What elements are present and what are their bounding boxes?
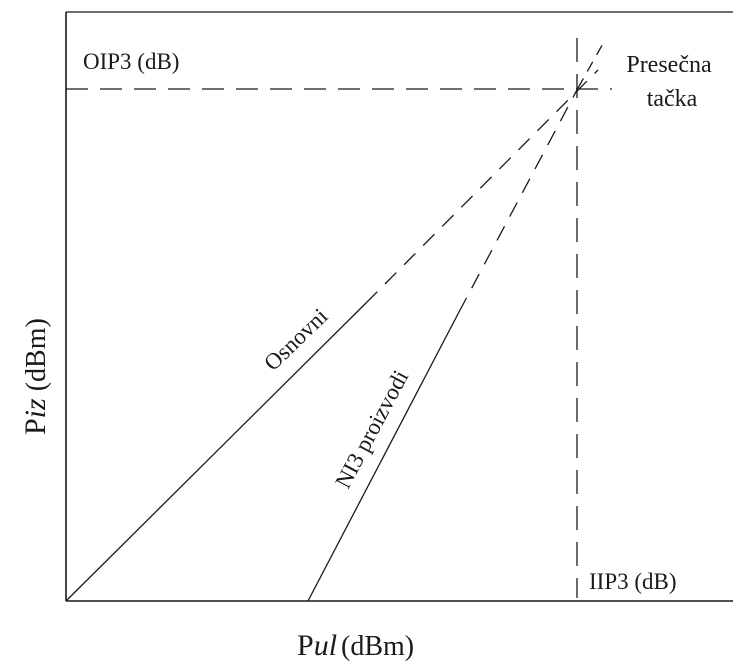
oip3-label: OIP3 (dB) xyxy=(83,49,179,74)
intercept-label-line1: Presečna xyxy=(626,52,712,78)
x-axis-label: Pul (dBm) xyxy=(297,629,414,662)
intercept-label-line2: tačka xyxy=(647,86,698,112)
y-axis-label: Piz (dBm) xyxy=(19,318,52,435)
fundamental-label: Osnovni xyxy=(259,303,332,375)
fundamental-extrapolation xyxy=(365,69,599,304)
fundamental-line xyxy=(65,302,367,602)
third-order-label: NI3 proizvodi xyxy=(330,366,413,492)
third-order-line xyxy=(307,311,460,602)
iip3-label: IIP3 (dB) xyxy=(589,569,677,594)
third-order-extrapolation xyxy=(458,87,579,313)
third-order-extension xyxy=(577,39,606,89)
